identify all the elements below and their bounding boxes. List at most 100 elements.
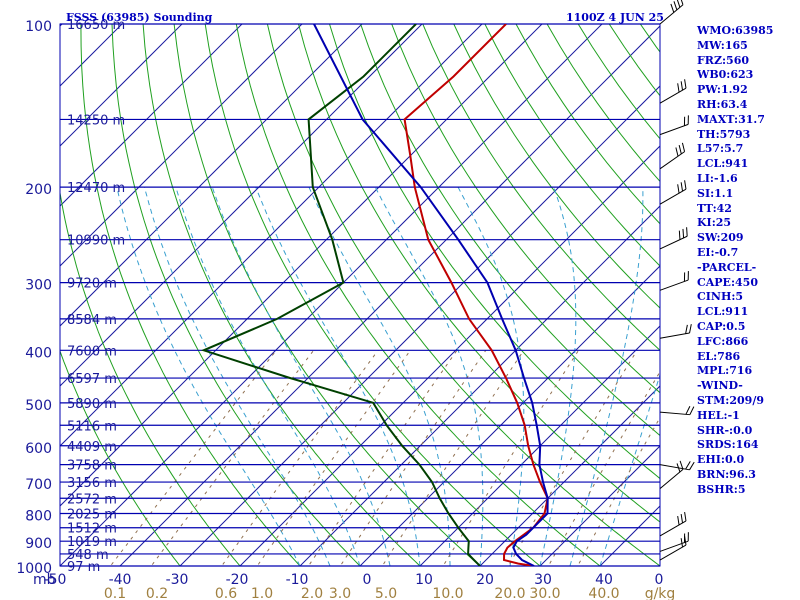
- wind-barb: [659, 188, 687, 205]
- index-line: PW:1.92: [697, 83, 748, 97]
- dry-adiabat: [142, 24, 421, 566]
- mixing-ratio-label: 3.0: [329, 586, 351, 600]
- isotherm: [539, 445, 660, 566]
- index-line: LI:-1.6: [697, 171, 738, 185]
- isotherm: [479, 385, 660, 566]
- isotherm: [60, 24, 243, 207]
- temperature-tick-label: -10: [286, 572, 309, 588]
- pressure-tick-label: 800: [25, 508, 52, 524]
- dry-adiabat: [173, 24, 481, 566]
- wind-barb: [659, 411, 690, 416]
- wind-barb-flag: [678, 230, 681, 240]
- temperature-tick-label: -40: [109, 572, 132, 588]
- mixing-ratio-label: 20.0: [494, 586, 525, 600]
- wind-barb: [659, 279, 689, 291]
- index-line: FRZ:560: [697, 53, 750, 67]
- wind-barb-flag: [678, 145, 682, 155]
- pressure-tick-label: 600: [25, 441, 52, 457]
- index-line: BRN:96.3: [697, 467, 756, 481]
- height-label: 2025 m: [67, 507, 117, 522]
- index-line: CAP:0.5: [697, 319, 746, 333]
- temperature-tick-label: 20: [476, 572, 494, 588]
- ylabel: mb: [33, 572, 56, 588]
- wind-barb-flag: [682, 228, 685, 238]
- height-label: 7600 m: [67, 344, 117, 359]
- isotherm: [359, 265, 660, 566]
- wind-barb: [659, 469, 684, 490]
- temperature-tick-label: 10: [415, 572, 433, 588]
- wind-barb-flag: [680, 513, 684, 523]
- dry-adiabat: [60, 349, 181, 566]
- wind-barb-flag: [685, 406, 691, 415]
- mixing-ratio-label: 0.2: [146, 586, 168, 600]
- mixing-ratio-line: [547, 370, 660, 566]
- index-line: WB0:623: [697, 68, 754, 82]
- height-label: 5116 m: [67, 419, 117, 434]
- dry-adiabat: [111, 24, 361, 566]
- index-line: LCL:941: [697, 157, 749, 171]
- wind-barb-flag: [680, 538, 684, 548]
- index-line: EHI:0.0: [697, 453, 745, 467]
- dewpoint-line: [200, 24, 481, 566]
- dry-adiabat: [329, 24, 660, 480]
- index-line: CAPE:450: [697, 275, 758, 289]
- wind-barb-flag: [675, 147, 679, 157]
- isotherm: [0, 24, 2, 577]
- wind-barb-flag: [680, 182, 684, 192]
- dry-adiabat: [391, 24, 660, 394]
- index-line: -WIND-: [697, 379, 743, 393]
- wind-barb-flag: [689, 324, 692, 334]
- dry-adiabat: [60, 190, 241, 566]
- index-line: MAXT:31.7: [697, 112, 765, 126]
- height-label: 3758 m: [67, 459, 117, 474]
- pressure-tick-label: 200: [25, 182, 52, 198]
- wind-barb: [659, 544, 687, 561]
- mixing-ratio-line: [442, 350, 580, 566]
- dry-adiabat: [298, 24, 660, 523]
- wind-barb-flag: [684, 180, 687, 190]
- index-line: HEL:-1: [697, 408, 740, 422]
- pressure-tick-label: 900: [25, 536, 52, 552]
- index-line: TT:42: [697, 201, 732, 215]
- height-label: 12470 m: [67, 181, 125, 196]
- wind-barb-flag: [689, 406, 695, 415]
- height-label: 4409 m: [67, 440, 117, 455]
- index-line: MPL:716: [697, 364, 753, 378]
- temperature-tick-label: -30: [166, 572, 189, 588]
- isotherm: [60, 24, 483, 447]
- isotherm: [239, 145, 660, 566]
- mixing-ratio-label: 0.6: [215, 586, 237, 600]
- mixing-ratio-label: 1.0: [251, 586, 273, 600]
- mixing-ratio-label: 5.0: [375, 586, 397, 600]
- plot-area: [0, 24, 660, 577]
- mixing-ratio-line: [256, 350, 411, 566]
- index-line: -PARCEL-: [697, 260, 757, 274]
- plot-border: [59, 23, 661, 567]
- index-line: SW:209: [697, 231, 744, 245]
- index-line: LFC:866: [697, 334, 749, 348]
- temperature-tick-label: 0: [363, 572, 372, 588]
- mixing-ratio-label: 40.0: [588, 586, 619, 600]
- height-label: 97 m: [67, 560, 100, 575]
- chart-time: 1100Z 4 JUN 25: [566, 11, 664, 24]
- wind-barb: [659, 332, 690, 339]
- isotherm: [60, 24, 303, 267]
- wind-barb: [659, 4, 684, 25]
- mixing-ratio-line: [307, 350, 458, 566]
- wind-barb-flag: [680, 0, 684, 5]
- isotherm: [60, 24, 543, 507]
- wind-barb-flag: [685, 324, 688, 334]
- dry-adiabat: [235, 24, 601, 566]
- index-line: SRDS:164: [697, 438, 759, 452]
- isotherm: [60, 24, 603, 566]
- temperature-tick-label: -20: [226, 572, 249, 588]
- wind-barb-flag: [689, 461, 695, 471]
- height-label: 5890 m: [67, 397, 117, 412]
- height-label: 548 m: [67, 548, 109, 563]
- wind-barb: [659, 87, 687, 104]
- index-line: RH:63.4: [697, 97, 748, 111]
- isotherm: [179, 85, 660, 566]
- dry-adiabat: [453, 24, 660, 309]
- isotherm: [419, 325, 660, 566]
- indices-panel: WMO:63985 MW:165 FRZ:560 WB0:623 PW:1.92 RH:6…: [697, 24, 800, 498]
